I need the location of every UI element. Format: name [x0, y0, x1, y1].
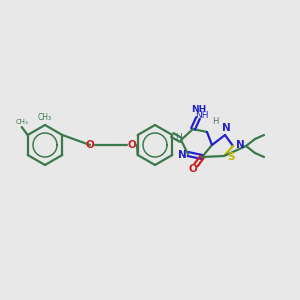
Text: H: H: [212, 118, 218, 127]
Text: NH: NH: [195, 110, 209, 119]
Text: N: N: [236, 140, 244, 150]
Text: H: H: [176, 133, 182, 142]
Text: O: O: [85, 140, 94, 150]
Text: O: O: [189, 164, 197, 174]
Text: CH₃: CH₃: [38, 112, 52, 122]
Text: CH₃: CH₃: [15, 119, 28, 125]
Text: N: N: [178, 150, 186, 160]
Text: N: N: [222, 123, 230, 133]
Text: S: S: [227, 152, 235, 162]
Text: NH: NH: [191, 106, 207, 115]
Text: O: O: [128, 140, 136, 150]
